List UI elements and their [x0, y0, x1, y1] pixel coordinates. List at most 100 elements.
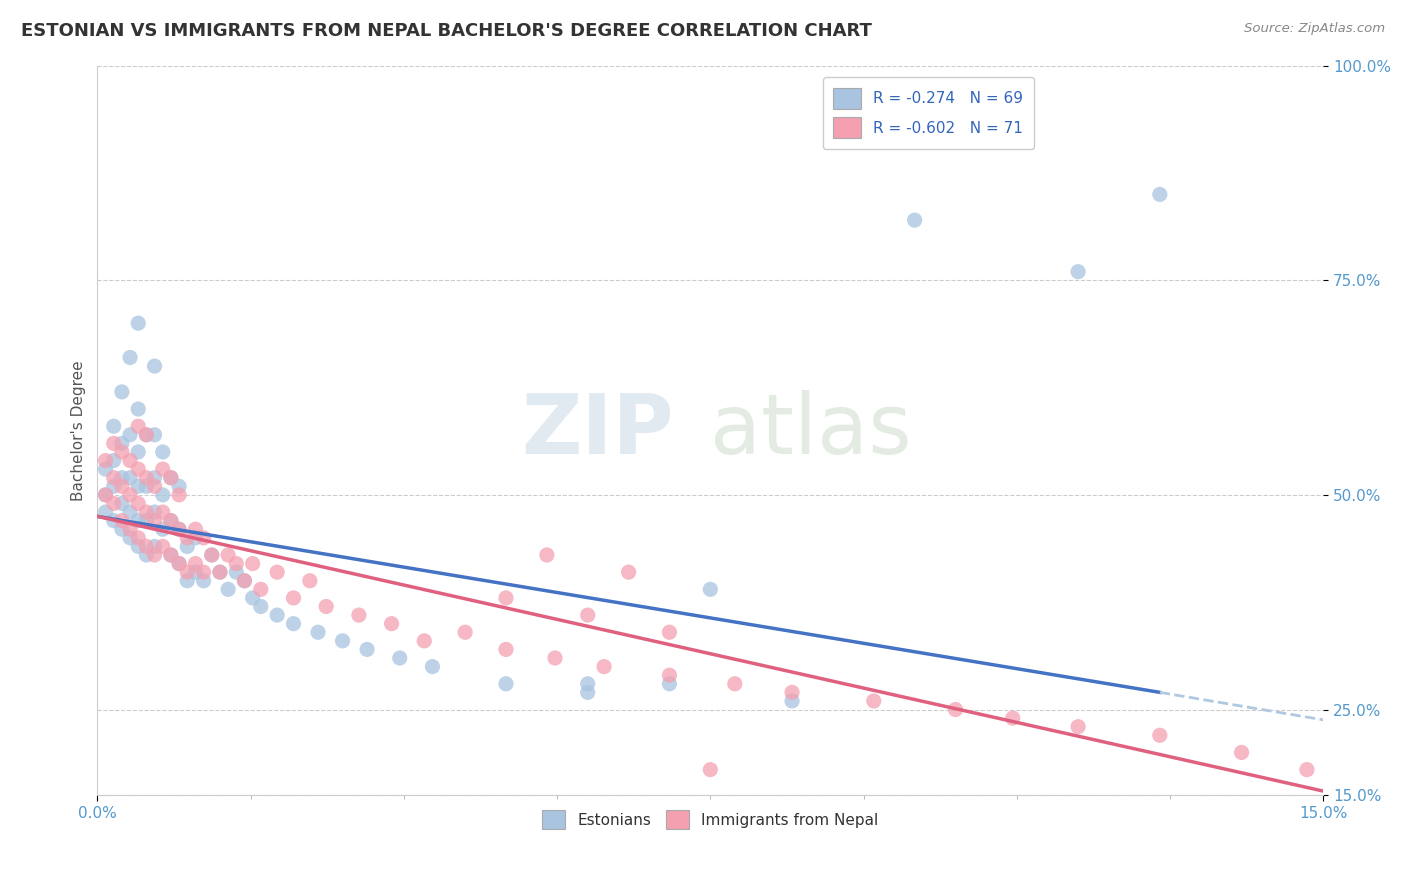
Point [127, 402, 149, 417]
Point [160, 471, 183, 485]
Point [135, 427, 157, 442]
Point [143, 548, 166, 562]
Point [111, 436, 134, 450]
Point [658, 677, 681, 691]
Point [576, 685, 599, 699]
Point [94, 462, 117, 476]
Point [184, 531, 207, 545]
Point [201, 548, 224, 562]
Point [167, 479, 190, 493]
Point [201, 548, 224, 562]
Point [208, 565, 231, 579]
Point [103, 471, 125, 485]
Point [184, 522, 207, 536]
Point [135, 427, 157, 442]
Point [315, 599, 337, 614]
Point [283, 591, 305, 605]
Point [217, 548, 239, 562]
Text: ZIP: ZIP [522, 390, 673, 471]
Point [593, 659, 616, 673]
Point [94, 453, 117, 467]
Point [193, 565, 215, 579]
Point [152, 540, 174, 554]
Point [381, 616, 404, 631]
Point [724, 677, 747, 691]
Point [176, 574, 198, 588]
Point [127, 496, 149, 510]
Point [103, 419, 125, 434]
Point [780, 685, 803, 699]
Point [143, 514, 166, 528]
Point [1149, 728, 1171, 742]
Point [152, 505, 174, 519]
Point [103, 496, 125, 510]
Point [495, 591, 517, 605]
Text: Source: ZipAtlas.com: Source: ZipAtlas.com [1244, 22, 1385, 36]
Point [111, 384, 134, 399]
Point [143, 427, 166, 442]
Point [217, 582, 239, 597]
Point [103, 514, 125, 528]
Point [127, 531, 149, 545]
Point [356, 642, 378, 657]
Point [103, 479, 125, 493]
Point [617, 565, 640, 579]
Point [135, 505, 157, 519]
Point [176, 540, 198, 554]
Point [307, 625, 329, 640]
Text: atlas: atlas [710, 390, 912, 471]
Y-axis label: Bachelor's Degree: Bachelor's Degree [72, 360, 86, 500]
Point [1001, 711, 1024, 725]
Point [152, 488, 174, 502]
Point [233, 574, 256, 588]
Point [388, 651, 411, 665]
Point [184, 565, 207, 579]
Point [658, 625, 681, 640]
Point [111, 471, 134, 485]
Point [143, 479, 166, 493]
Point [160, 514, 183, 528]
Point [118, 505, 141, 519]
Point [167, 557, 190, 571]
Point [193, 574, 215, 588]
Point [135, 548, 157, 562]
Point [283, 616, 305, 631]
Point [118, 488, 141, 502]
Point [160, 514, 183, 528]
Point [576, 677, 599, 691]
Point [103, 436, 125, 450]
Point [167, 522, 190, 536]
Point [118, 471, 141, 485]
Point [347, 608, 370, 623]
Point [699, 582, 721, 597]
Point [118, 351, 141, 365]
Point [266, 608, 288, 623]
Point [1067, 265, 1090, 279]
Point [152, 522, 174, 536]
Point [127, 419, 149, 434]
Point [135, 540, 157, 554]
Point [152, 462, 174, 476]
Point [135, 479, 157, 493]
Point [111, 496, 134, 510]
Point [176, 565, 198, 579]
Point [111, 522, 134, 536]
Text: ESTONIAN VS IMMIGRANTS FROM NEPAL BACHELOR'S DEGREE CORRELATION CHART: ESTONIAN VS IMMIGRANTS FROM NEPAL BACHEL… [21, 22, 872, 40]
Point [1067, 720, 1090, 734]
Legend: Estonians, Immigrants from Nepal: Estonians, Immigrants from Nepal [536, 805, 884, 835]
Point [1230, 746, 1253, 760]
Point [862, 694, 884, 708]
Point [143, 359, 166, 373]
Point [111, 514, 134, 528]
Point [118, 522, 141, 536]
Point [184, 557, 207, 571]
Point [945, 702, 967, 716]
Point [94, 505, 117, 519]
Point [118, 531, 141, 545]
Point [208, 565, 231, 579]
Point [167, 522, 190, 536]
Point [413, 633, 436, 648]
Point [242, 557, 264, 571]
Point [780, 694, 803, 708]
Point [536, 548, 558, 562]
